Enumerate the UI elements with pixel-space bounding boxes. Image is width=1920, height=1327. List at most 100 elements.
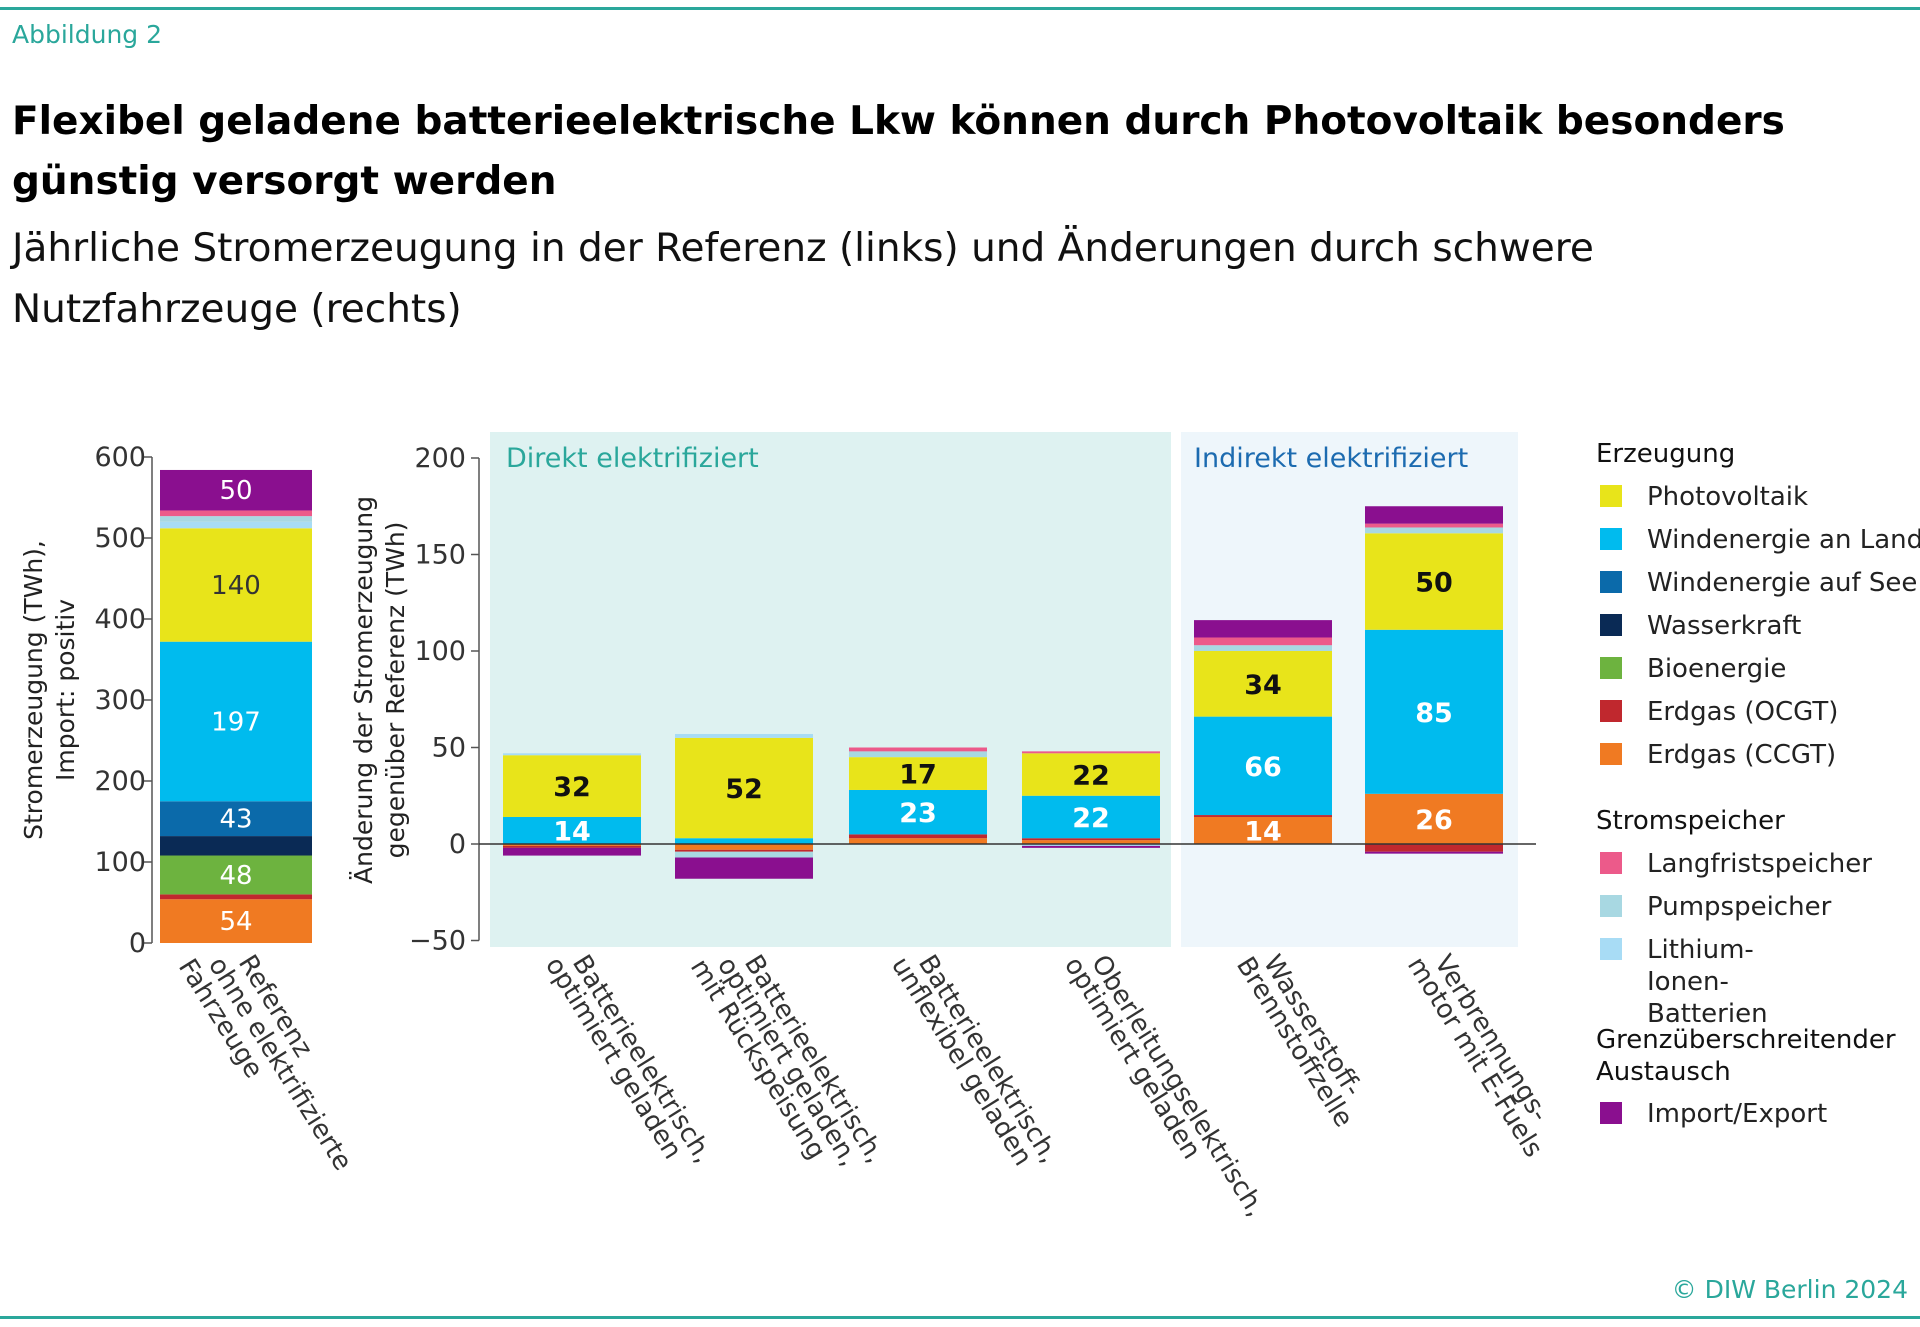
- bar-3-segment-langfrist-5: [849, 747, 987, 752]
- ref-bar-ccgt: [160, 899, 312, 943]
- bar-6-segment-ocgt-6: [1365, 844, 1503, 852]
- right-y-label-line2: gegenüber Referenz (TWh): [381, 522, 410, 859]
- bar-5-segment-import-6: [1194, 620, 1332, 638]
- category-label-4-line1: Oberleitungselektrisch,: [1085, 950, 1271, 1222]
- panel-indirect-label: Indirekt elektrifiziert: [1194, 443, 1468, 474]
- bar-2-segment-wind_land-0: [675, 838, 813, 844]
- legend-item-wasser: Wasserkraft: [1600, 610, 1910, 642]
- ref-bar-label-ccgt: 54: [219, 907, 252, 937]
- right-y-label-line1: Änderung der Stromerzeugung: [349, 496, 378, 884]
- bar-4-segment-pv-3: [1022, 753, 1160, 796]
- bar-4-label-pv: 22: [1072, 761, 1110, 792]
- bar-5-label-wind_land: 66: [1244, 752, 1282, 783]
- bar-3-segment-pump-4: [849, 751, 987, 758]
- bar-5-segment-pump-4: [1194, 645, 1332, 651]
- legend-item-lithium: Lithium-Ionen-Batterien: [1600, 934, 1910, 1029]
- legend-swatch-wind_land: [1600, 528, 1622, 550]
- legend-label-langfrist: Langfristspeicher: [1647, 849, 1872, 879]
- ref-bar-lithium: [160, 521, 312, 529]
- ref-bar-label-pv: 140: [211, 571, 261, 601]
- bar-1-segment-ocgt-4: [503, 845, 641, 848]
- bar-6-segment-pv-2: [1365, 533, 1503, 630]
- bar-6-segment-pump-3: [1365, 527, 1503, 534]
- ref-bar-wind_land: [160, 641, 312, 802]
- legend-item-ccgt: Erdgas (CCGT): [1600, 739, 1910, 771]
- ref-bar-import: [160, 469, 312, 511]
- legend-label-bio: Bioenergie: [1647, 654, 1787, 684]
- legend-group-title: Grenzüberschreitender Austausch: [1596, 1025, 1896, 1087]
- bar-6-segment-import-5: [1365, 506, 1503, 524]
- legend-label-pv: Photovoltaik: [1647, 482, 1809, 512]
- bar-6-segment-import-7: [1365, 851, 1503, 854]
- right-tick-label-2: 50: [432, 733, 466, 764]
- bar-6-segment-ccgt-0: [1365, 793, 1503, 844]
- bar-4-segment-wind_land-2: [1022, 795, 1160, 839]
- ref-bar-langfrist: [160, 510, 312, 517]
- legend-swatch-bio: [1600, 657, 1622, 679]
- legend-swatch-ocgt: [1600, 700, 1622, 722]
- category-label-3-line1: Batterieelektrisch,: [912, 950, 1064, 1169]
- legend-swatch-wasser: [1600, 614, 1622, 636]
- bar-6-label-ccgt: 26: [1415, 805, 1453, 836]
- legend-label-wind_see: Windenergie auf See: [1647, 568, 1918, 598]
- category-label-3-line2: unflexibel geladen: [885, 952, 1038, 1172]
- left-tick-label-400: 400: [94, 604, 146, 635]
- bar-1-segment-pv-1: [503, 755, 641, 817]
- right-tick-label-1: 0: [449, 829, 466, 860]
- right-tick-label-0: −50: [409, 926, 466, 957]
- bar-4-segment-lithium-5: [1022, 844, 1160, 846]
- bar-6-segment-wind_land-1: [1365, 629, 1503, 794]
- panel-direct: [490, 432, 1171, 947]
- legend-item-wind_land: Windenergie an Land: [1600, 524, 1920, 556]
- bar-5-segment-ocgt-1: [1194, 815, 1332, 817]
- bar-3-label-pv: 17: [899, 760, 937, 791]
- legend-swatch-pump: [1600, 895, 1622, 917]
- legend-item-wind_see: Windenergie auf See: [1600, 567, 1917, 599]
- bar-2-label-pv: 52: [725, 774, 763, 805]
- bottom-rule: [0, 1316, 1920, 1319]
- bar-2-segment-ccgt-3: [675, 844, 813, 850]
- ref-bar-bio: [160, 855, 312, 895]
- bar-1-segment-ccgt-3: [503, 844, 641, 846]
- bar-5-segment-pv-3: [1194, 651, 1332, 717]
- left-tick-label-300: 300: [94, 685, 146, 716]
- bar-3-segment-ccgt-0: [849, 838, 987, 844]
- legend-label-wasser: Wasserkraft: [1647, 611, 1802, 641]
- legend-swatch-wind_see: [1600, 571, 1622, 593]
- legend-swatch-import: [1600, 1102, 1622, 1124]
- ref-bar-wasser: [160, 836, 312, 856]
- bar-5-label-ccgt: 14: [1244, 816, 1282, 847]
- bar-2-segment-ocgt-4: [675, 849, 813, 852]
- ref-bar-label-wind_see: 43: [219, 805, 252, 835]
- right-tick-label-4: 150: [414, 540, 466, 571]
- bar-3-segment-pv-3: [849, 757, 987, 790]
- legend-label-ccgt: Erdgas (CCGT): [1647, 740, 1837, 770]
- left-tick-label-100: 100: [94, 847, 146, 878]
- legend-item-import: Import/Export: [1600, 1098, 1910, 1130]
- legend-item-ocgt: Erdgas (OCGT): [1600, 696, 1910, 728]
- bar-4-label-wind_land: 22: [1072, 803, 1110, 834]
- bar-1-segment-wind_land-0: [503, 816, 641, 844]
- legend-label-lithium: Lithium-Ionen-Batterien: [1647, 935, 1768, 1029]
- ref-bar-label-wind_land: 197: [211, 707, 261, 737]
- bar-1-segment-import-5: [503, 847, 641, 856]
- legend-group-title: Stromspeicher: [1596, 806, 1785, 836]
- legend-swatch-ccgt: [1600, 743, 1622, 765]
- legend-swatch-pv: [1600, 485, 1622, 507]
- bar-2-segment-pump-5: [675, 851, 813, 858]
- left-tick-label-200: 200: [94, 766, 146, 797]
- ref-bar-pv: [160, 528, 312, 642]
- ref-bar-label-import: 50: [219, 476, 252, 506]
- bar-2-segment-import-6: [675, 857, 813, 879]
- legend-swatch-langfrist: [1600, 852, 1622, 874]
- legend-item-pump: Pumpspeicher: [1600, 891, 1910, 923]
- bar-5-label-pv: 34: [1244, 670, 1282, 701]
- bar-2-segment-pv-1: [675, 737, 813, 839]
- left-y-label-line1: Stromerzeugung (TWh),: [19, 540, 48, 840]
- legend-label-ocgt: Erdgas (OCGT): [1647, 697, 1839, 727]
- chart-title: Flexibel geladene batterieelektrische Lk…: [12, 99, 1785, 204]
- left-tick-label-0: 0: [129, 928, 146, 959]
- bar-6-segment-langfrist-4: [1365, 523, 1503, 528]
- legend-item-langfrist: Langfristspeicher: [1600, 848, 1910, 880]
